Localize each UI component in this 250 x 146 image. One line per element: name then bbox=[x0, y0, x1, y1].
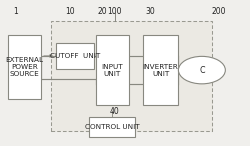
Bar bbox=[89, 117, 135, 137]
Bar bbox=[56, 43, 94, 69]
Text: INPUT
UNIT: INPUT UNIT bbox=[102, 64, 123, 77]
Text: 40: 40 bbox=[110, 107, 120, 116]
Text: 200: 200 bbox=[211, 7, 226, 16]
Text: 30: 30 bbox=[145, 7, 155, 16]
Text: 20: 20 bbox=[98, 7, 107, 16]
Text: C: C bbox=[199, 66, 205, 75]
Text: EXTERNAL
POWER
SOURCE: EXTERNAL POWER SOURCE bbox=[6, 57, 44, 77]
Text: 1: 1 bbox=[14, 7, 18, 16]
Circle shape bbox=[178, 56, 225, 84]
Bar bbox=[50, 21, 212, 131]
Text: CONTROL UNIT: CONTROL UNIT bbox=[85, 124, 140, 130]
Bar bbox=[96, 35, 129, 105]
Text: 100: 100 bbox=[108, 7, 122, 16]
Bar bbox=[8, 35, 41, 99]
Bar bbox=[142, 35, 178, 105]
Text: INVERTER
UNIT: INVERTER UNIT bbox=[143, 64, 178, 77]
Text: CUTOFF  UNIT: CUTOFF UNIT bbox=[50, 53, 100, 59]
Text: 10: 10 bbox=[66, 7, 75, 16]
